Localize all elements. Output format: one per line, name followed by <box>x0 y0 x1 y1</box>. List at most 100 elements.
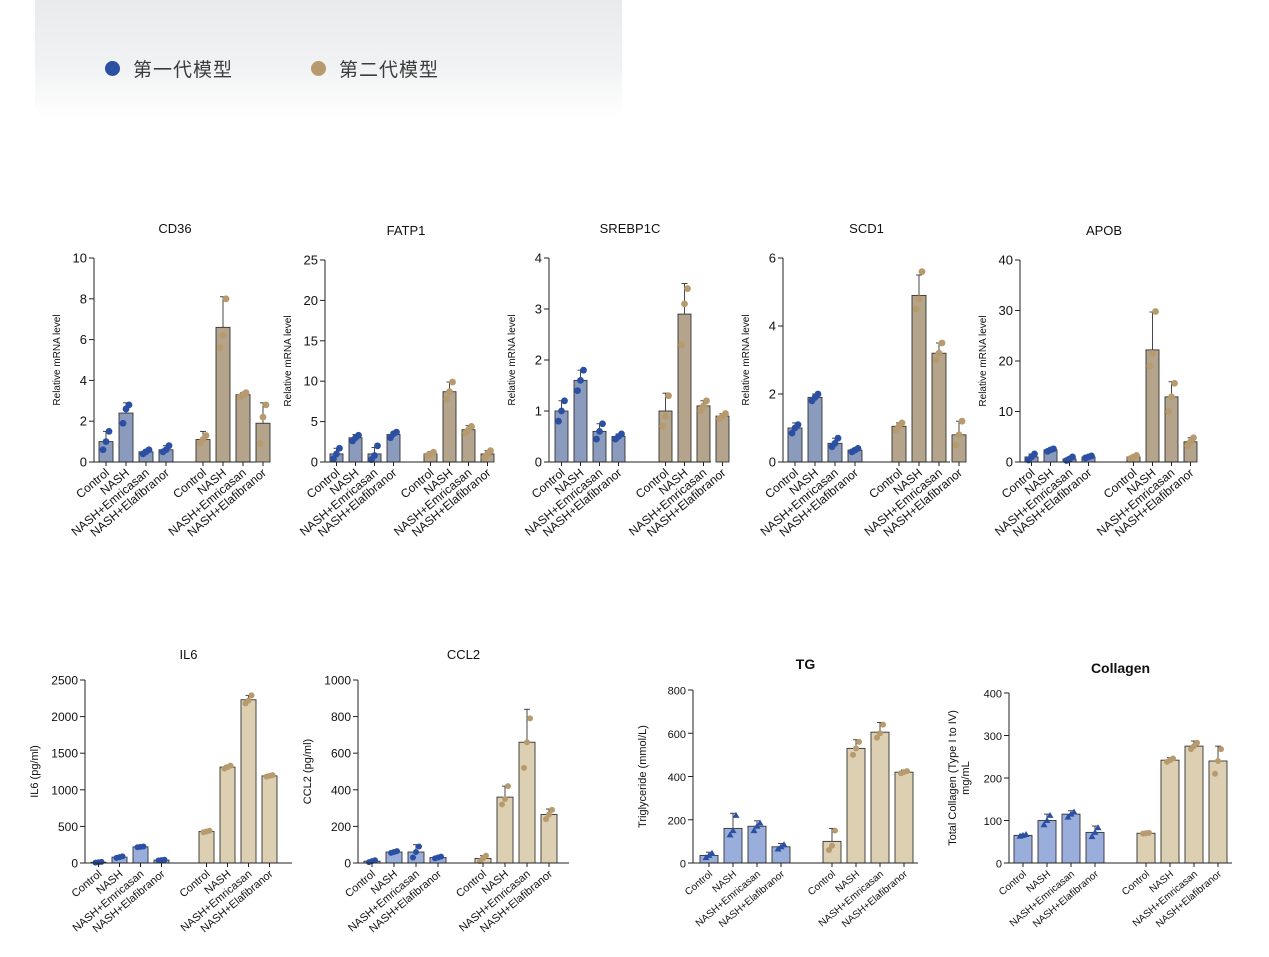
data-point <box>729 827 737 834</box>
y-tick-label: 2500 <box>51 674 78 688</box>
data-point <box>1088 452 1095 460</box>
data-point <box>697 407 704 415</box>
y-tick-label: 400 <box>984 689 1002 701</box>
data-point <box>756 819 764 826</box>
x-tick-label: Control <box>997 869 1029 898</box>
data-point <box>684 285 691 292</box>
data-point <box>678 341 685 349</box>
bar <box>846 747 866 864</box>
data-point <box>1171 379 1178 387</box>
y-tick-label: 800 <box>668 686 686 698</box>
data-point <box>659 422 666 430</box>
bar <box>723 827 743 864</box>
data-point <box>438 853 444 860</box>
data-point <box>1133 452 1140 459</box>
data-point <box>831 439 839 447</box>
data-point <box>1046 811 1054 818</box>
data-point <box>1190 434 1197 442</box>
data-point <box>932 356 940 364</box>
y-tick-label: 100 <box>984 816 1002 828</box>
legend-panel: 第一代模型 第二代模型 <box>35 0 622 120</box>
bar <box>219 766 236 864</box>
data-point <box>502 795 508 802</box>
bar <box>1136 832 1156 864</box>
y-tick-label: 2 <box>535 353 542 368</box>
data-point <box>1170 755 1176 762</box>
y-axis-label-line: mg/mL <box>960 761 972 795</box>
y-tick-label: 800 <box>331 710 351 724</box>
data-point <box>599 420 606 428</box>
bar <box>442 391 457 463</box>
chart-title: SCD1 <box>849 221 884 236</box>
data-point <box>413 849 419 856</box>
legend-dot-gen2-icon <box>311 60 326 76</box>
data-point <box>483 852 489 859</box>
data-point <box>119 853 126 860</box>
data-point <box>227 762 234 769</box>
data-point <box>726 831 734 838</box>
data-point <box>443 395 450 403</box>
data-point <box>219 332 227 339</box>
bar <box>1160 759 1180 864</box>
chart-title: APOB <box>1086 223 1122 238</box>
data-point <box>561 397 568 405</box>
data-point <box>372 857 378 864</box>
data-point <box>430 448 437 456</box>
data-point <box>1022 831 1030 838</box>
data-point <box>834 434 842 442</box>
y-tick-label: 6 <box>769 251 776 266</box>
data-point <box>753 822 761 829</box>
data-point <box>161 856 168 863</box>
data-point <box>1094 824 1102 831</box>
data-point <box>105 428 113 435</box>
data-point <box>468 423 475 430</box>
y-axis-label: Total Collagen (Type I to IV)mg/mL <box>947 710 972 846</box>
data-point <box>952 441 960 449</box>
data-point <box>1091 828 1099 835</box>
legend-label-gen2: 第二代模型 <box>339 58 440 81</box>
data-point <box>371 452 378 459</box>
data-point <box>449 378 456 386</box>
data-point <box>98 858 105 865</box>
y-tick-label: 0 <box>344 857 351 871</box>
data-point <box>829 842 835 849</box>
data-point <box>703 397 710 405</box>
data-point <box>788 429 796 437</box>
x-tick-label: Control <box>683 869 715 898</box>
data-point <box>814 390 822 398</box>
bar <box>747 825 767 864</box>
data-point <box>256 440 264 448</box>
y-axis-label-line: Total Collagen (Type I to IV) <box>947 710 959 846</box>
data-point <box>446 388 453 396</box>
data-point <box>259 413 267 421</box>
y-tick-label: 0 <box>80 455 87 470</box>
data-point <box>1215 758 1221 764</box>
y-tick-label: 200 <box>331 820 351 834</box>
chart-title: SREBP1C <box>600 221 661 236</box>
data-point <box>880 721 886 728</box>
y-tick-label: 0 <box>680 859 686 871</box>
y-tick-label: 6 <box>80 332 87 347</box>
data-point <box>1212 770 1218 777</box>
data-point <box>826 847 832 854</box>
y-tick-label: 0 <box>996 859 1002 871</box>
data-point <box>527 715 533 722</box>
data-point <box>355 431 362 439</box>
y-tick-label: 500 <box>58 820 78 834</box>
data-point <box>1069 453 1076 461</box>
data-point <box>487 447 494 455</box>
y-tick-label: 0 <box>1006 455 1013 470</box>
data-point <box>700 402 707 410</box>
data-point <box>856 738 862 745</box>
y-tick-label: 5 <box>311 414 318 429</box>
data-point <box>1168 393 1175 401</box>
bar <box>240 699 257 864</box>
data-point <box>499 801 505 808</box>
y-tick-label: 20 <box>999 354 1013 369</box>
y-axis-label: Triglyceride (mmol/L) <box>637 725 649 828</box>
data-point <box>1067 810 1075 817</box>
